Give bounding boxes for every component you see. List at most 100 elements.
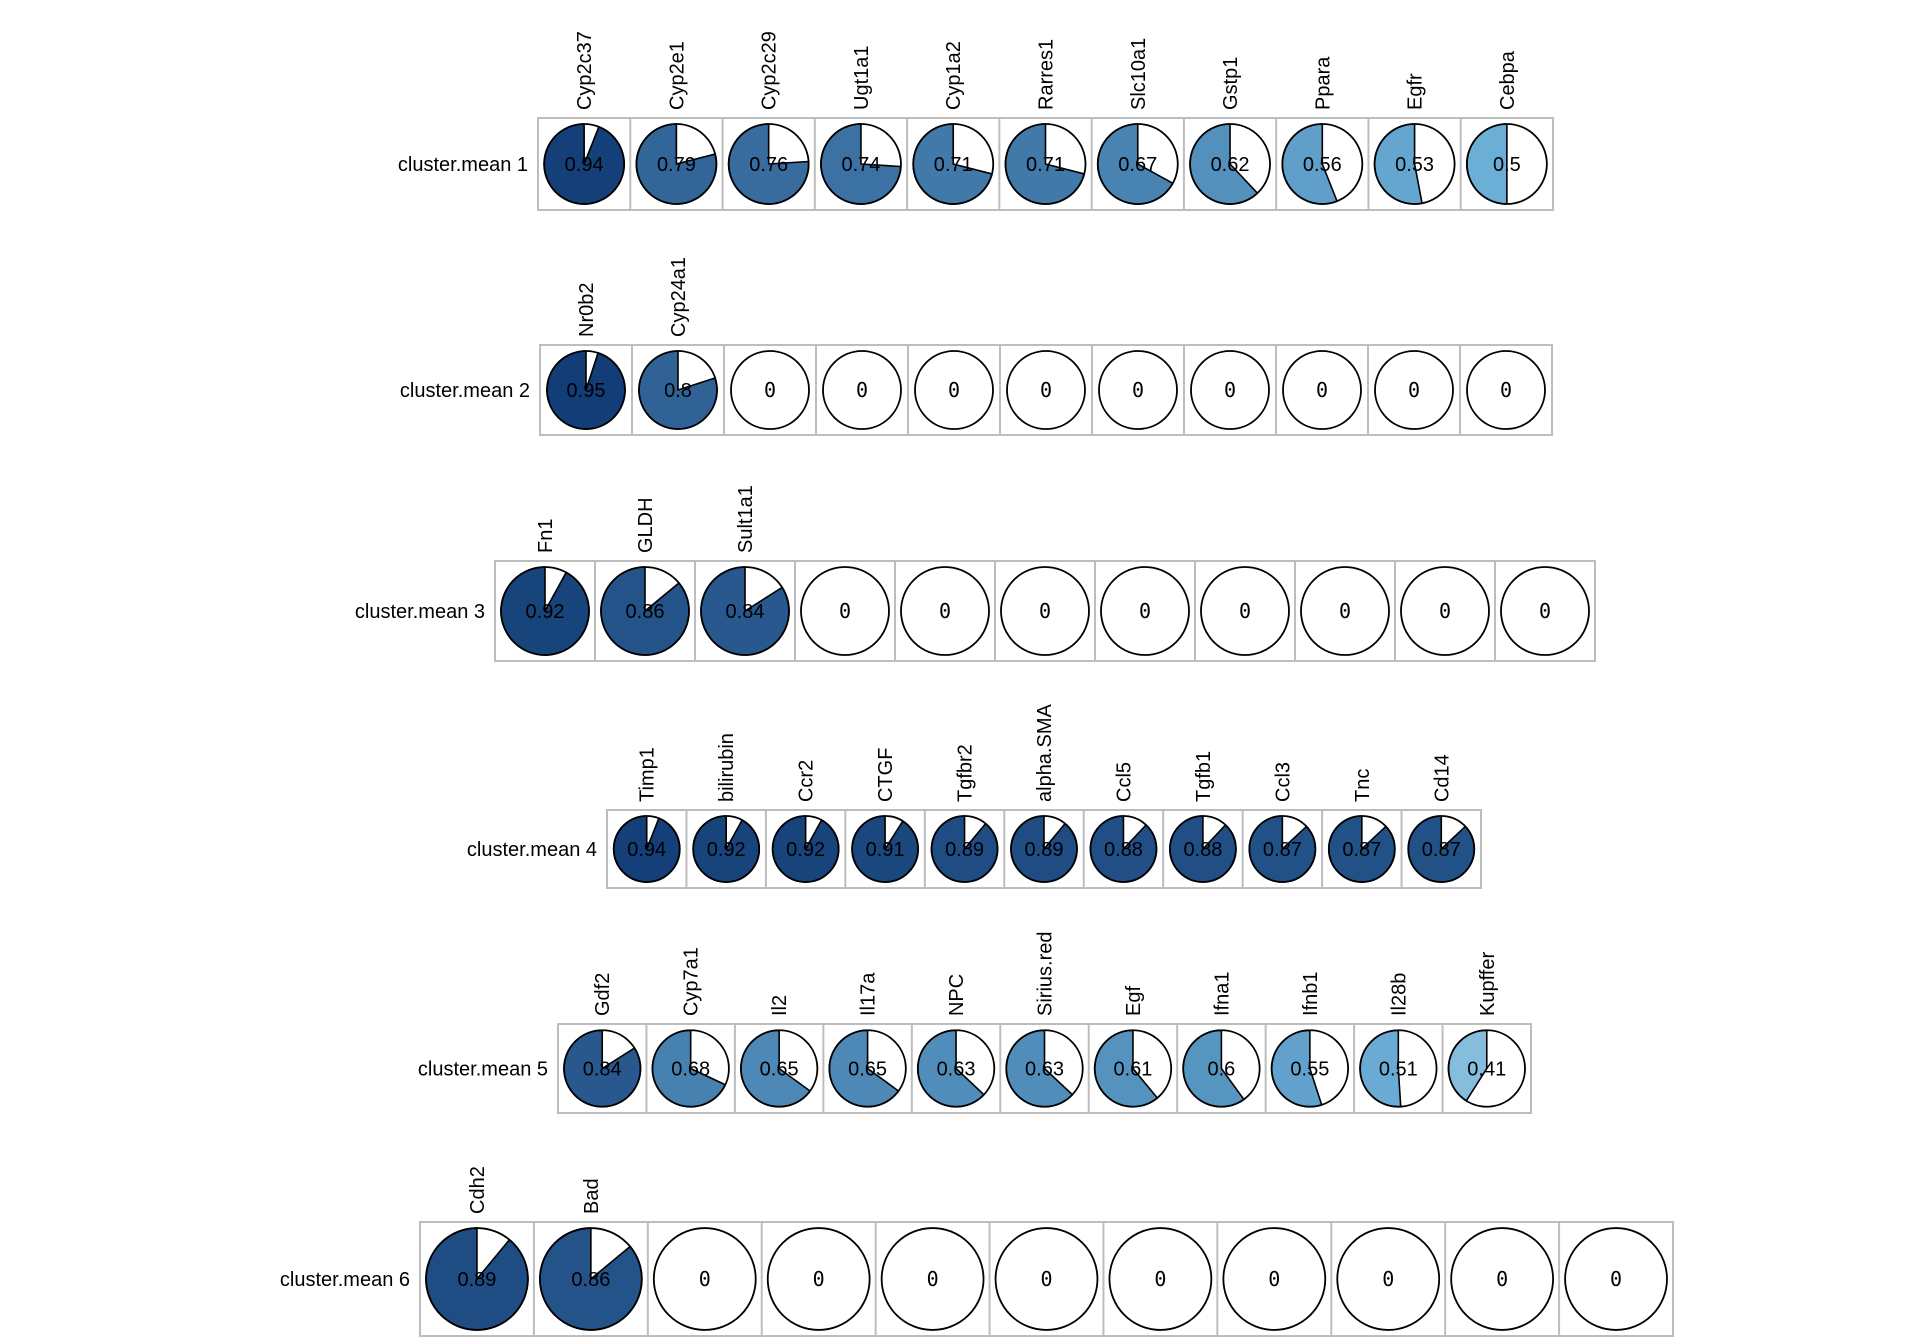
pie-background (1109, 1228, 1212, 1330)
gene-label: Ccl5 (1113, 762, 1135, 802)
pie-value-label: 0 (1039, 599, 1051, 623)
pie-outline (1190, 350, 1270, 430)
pie-background (653, 1228, 756, 1330)
pie-value-label: 0 (1382, 1267, 1394, 1291)
cluster-row: cluster.mean 6 0.89 Cdh2 0.86 Bad 0 0 0 0 0 0 0 0 0 (280, 1166, 1674, 1337)
pie-value-label: 0.84 (726, 601, 765, 623)
pie-cell: 0 (1098, 350, 1178, 430)
pie-value-label: 0.94 (627, 839, 666, 861)
gene-label: CTGF (875, 748, 897, 802)
pie-value-label: 0.74 (841, 154, 880, 176)
pie-outline (700, 566, 790, 656)
pie-cell: 0.86 (600, 566, 690, 656)
pie-value-label: 0.91 (866, 839, 905, 861)
pie-outline (1447, 1029, 1526, 1108)
pie-outline (912, 123, 995, 205)
pie-outline (1096, 123, 1179, 205)
pie-value-label: 0.6 (1208, 1059, 1236, 1081)
pie-value-label: 0.67 (1118, 154, 1157, 176)
pie-outline (1281, 123, 1364, 205)
pie-outline (612, 815, 681, 883)
pie-cell: 0.51 (1359, 1029, 1438, 1108)
pie-value-label: 0.56 (1303, 154, 1342, 176)
pie-background (1301, 567, 1389, 655)
cluster-row: cluster.mean 1 0.94 Cyp2c37 0.79 Cyp2e1 0.76 C… (398, 31, 1554, 211)
gene-label: Slc10a1 (1128, 38, 1150, 110)
pie-cell: 0.55 (1270, 1029, 1349, 1108)
gene-label: Sirius.red (1035, 932, 1057, 1016)
row-frame (537, 117, 1554, 211)
pie-value-label: 0 (939, 599, 951, 623)
pie-outline (900, 566, 990, 656)
pie-outline (692, 815, 761, 883)
pie-outline (994, 1227, 1099, 1331)
pie-outline (1373, 123, 1456, 205)
pie-background (801, 567, 889, 655)
gene-label: alpha.SMA (1034, 704, 1056, 802)
pie-outline (546, 350, 626, 430)
gene-label: NPC (946, 974, 968, 1016)
pie-cell: 0.8 (638, 350, 718, 430)
pie-cell: 0.65 (828, 1029, 907, 1108)
gene-label: Cd14 (1431, 754, 1453, 802)
pie-cell: 0 (1006, 350, 1086, 430)
pie-outline (727, 123, 810, 205)
pie-cell: 0 (1000, 566, 1090, 656)
pie-value-label: 0 (1132, 378, 1144, 402)
pie-cell: 0.87 (1327, 815, 1396, 883)
pie-outline (651, 1029, 730, 1108)
pie-value-label: 0 (764, 378, 776, 402)
gene-label: Gstp1 (1220, 57, 1242, 110)
pie-value-label: 0.94 (565, 154, 604, 176)
pie-outline (543, 123, 626, 205)
pie-value-label: 0.53 (1395, 154, 1434, 176)
pie-value-label: 0.8 (664, 380, 692, 402)
pie-background (1451, 1228, 1554, 1330)
pie-cell: 0 (900, 566, 990, 656)
pie-outline (1093, 1029, 1173, 1108)
pie-outline (1200, 566, 1290, 656)
gene-label: Bad (581, 1178, 603, 1214)
pie-outline (851, 815, 919, 883)
gene-label: Tgfbr2 (955, 744, 977, 802)
pie-cell: 0 (822, 350, 902, 430)
gene-label: Kupffer (1477, 952, 1499, 1016)
pie-outline (1564, 1227, 1668, 1331)
gene-label: Gdf2 (592, 973, 614, 1016)
pie-outline (1169, 815, 1237, 883)
gene-label: Nr0b2 (576, 283, 598, 337)
gene-label: Egf (1123, 986, 1145, 1016)
pie-outline (1400, 566, 1490, 656)
gene-label: Cyp2e1 (666, 41, 688, 110)
pie-outline (828, 1029, 907, 1108)
row-label: cluster.mean 3 (355, 601, 485, 623)
pie-outline (1359, 1029, 1438, 1108)
pie-cell: 0.92 (692, 815, 761, 883)
pie-outline (740, 1029, 819, 1108)
pie-value-label: 0.89 (945, 839, 984, 861)
pie-cell: 0 (1282, 350, 1362, 430)
pie-outline (1189, 123, 1271, 205)
pie-value-label: 0 (1239, 599, 1251, 623)
pie-value-label: 0.84 (583, 1059, 622, 1081)
pie-cell: 0 (800, 566, 890, 656)
pie-cell: 0.94 (612, 815, 681, 883)
pie-outline (1336, 1227, 1441, 1331)
pie-cell: 0 (1200, 566, 1290, 656)
pie-outline (1300, 566, 1390, 656)
gene-label: Il17a (858, 972, 880, 1016)
cluster-row: cluster.mean 3 0.92 Fn1 0.86 GLDH 0.84 Sult1a1… (355, 485, 1596, 662)
pie-cell: 0.87 (1407, 815, 1476, 883)
pie-value-label: 0 (839, 599, 851, 623)
pie-outline (1182, 1029, 1261, 1108)
pie-cell: 0 (1300, 566, 1390, 656)
pie-cell: 0 (1374, 350, 1454, 430)
pie-cell: 0.67 (1096, 123, 1179, 205)
pie-background (767, 1228, 870, 1330)
pie-value-label: 0.51 (1379, 1059, 1418, 1081)
pie-background (1001, 567, 1089, 655)
pie-cell: 0.53 (1373, 123, 1456, 205)
pie-background (1565, 1228, 1667, 1330)
pie-cell: 0.65 (740, 1029, 819, 1108)
pie-cell: 0.61 (1093, 1029, 1173, 1108)
